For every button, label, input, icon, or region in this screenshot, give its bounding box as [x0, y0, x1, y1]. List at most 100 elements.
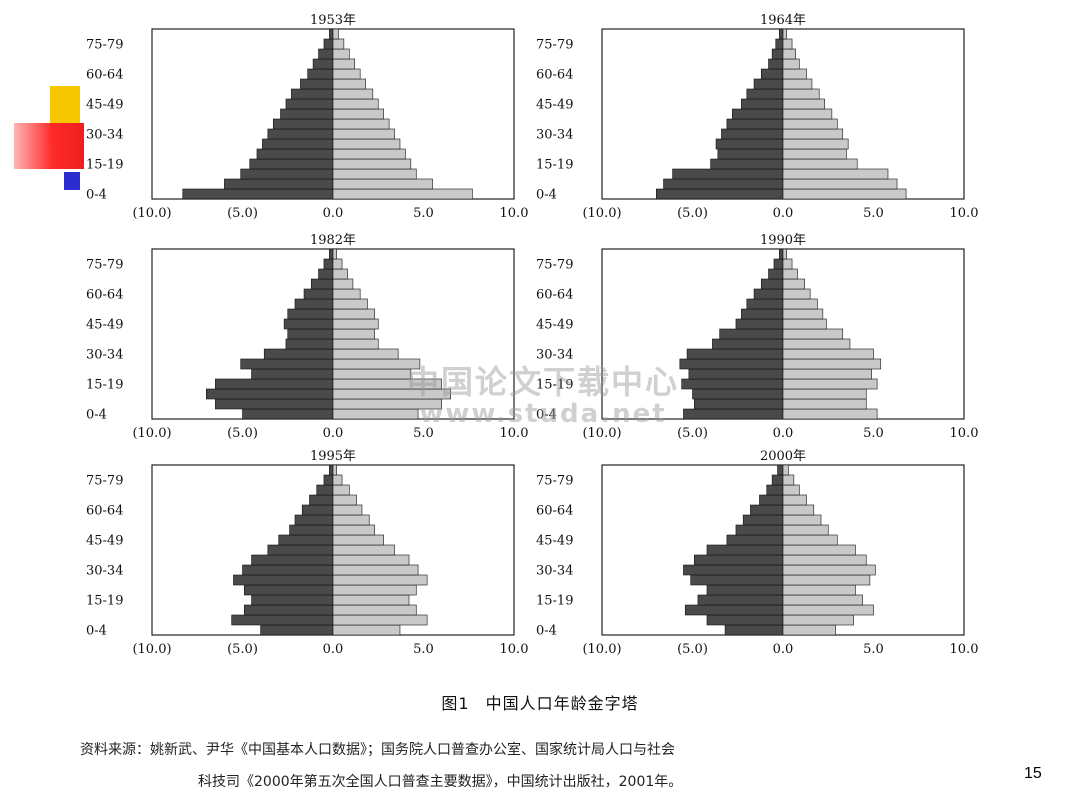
y-tick-label: 45-49 [86, 98, 123, 113]
bar-female-45-49 [332, 98, 379, 110]
x-tick-label: (10.0) [582, 206, 621, 221]
chart-title: 1964年 [760, 13, 806, 28]
bar-male-10-14 [244, 604, 334, 616]
bar-male-20-24 [244, 584, 334, 596]
bar-male-20-24 [256, 148, 334, 160]
y-tick-label: 75-79 [86, 38, 123, 53]
bar-male-55-59 [294, 514, 334, 526]
bar-male-15-19 [681, 378, 784, 390]
bar-female-5-9 [782, 614, 854, 626]
bar-female-40-44 [782, 544, 856, 556]
bar-female-5-9 [332, 614, 428, 626]
x-tick-label: (5.0) [227, 642, 258, 657]
bar-female-70-74 [782, 484, 800, 496]
bar-female-60-64 [782, 68, 807, 80]
bar-male-70-74 [771, 48, 784, 60]
bar-female-60-64 [782, 504, 815, 516]
chart-title: 2000年 [760, 449, 806, 464]
bar-male-0-4 [724, 624, 784, 636]
y-tick-label: 15-19 [86, 158, 123, 173]
bar-male-15-19 [710, 158, 784, 170]
y-tick-label: 30-34 [536, 348, 573, 363]
bar-male-30-34 [242, 564, 334, 576]
x-tick-label: 10.0 [950, 642, 979, 657]
y-tick-label: 15-19 [86, 378, 123, 393]
bar-female-40-44 [782, 328, 844, 340]
bar-male-75-79 [323, 474, 334, 486]
pyramid-chart-1964: 1964年 75-79 60-64 45-49 30-34 15-19 0-4 (10.0) (… [532, 8, 992, 233]
bar-female-65-69 [332, 278, 354, 290]
pyramid-svg: 1964年 75-79 60-64 45-49 30-34 15-19 0-4 (10.0) (… [536, 13, 978, 221]
bar-male-5-9 [706, 614, 784, 626]
bar-female-65-69 [332, 58, 356, 70]
x-tick-label: (5.0) [227, 206, 258, 221]
bar-male-65-69 [768, 58, 784, 70]
x-tick-label: 10.0 [500, 642, 529, 657]
bar-female-5-9 [782, 178, 898, 190]
bar-male-75-79 [323, 38, 334, 50]
bar-female-25-29 [782, 138, 849, 150]
bar-male-75-79 [775, 38, 784, 50]
bar-male-55-59 [746, 298, 784, 310]
bar-female-30-34 [332, 348, 399, 360]
y-tick-label: 0-4 [536, 624, 557, 639]
bar-female-20-24 [782, 584, 856, 596]
bar-female-60-64 [332, 68, 361, 80]
figure-label: 图1 [441, 694, 470, 713]
bar-female-40-44 [332, 108, 384, 120]
bar-female-50-54 [332, 308, 375, 320]
y-tick-label: 60-64 [536, 68, 573, 83]
bar-female-55-59 [782, 298, 818, 310]
bar-male-75-79 [771, 474, 784, 486]
bar-female-35-39 [782, 554, 867, 566]
y-tick-label: 15-19 [86, 594, 123, 609]
bar-male-35-39 [726, 118, 784, 130]
bar-female-55-59 [332, 78, 366, 90]
bar-male-80+ [779, 248, 784, 260]
bar-male-55-59 [742, 514, 784, 526]
bar-male-30-34 [683, 564, 784, 576]
bar-female-70-74 [332, 48, 350, 60]
bar-male-20-24 [688, 368, 784, 380]
bar-male-35-39 [712, 338, 784, 350]
chart-title: 1982年 [310, 233, 356, 248]
bar-female-50-54 [782, 308, 824, 320]
bar-male-25-29 [262, 138, 334, 150]
bar-male-0-4 [656, 188, 784, 200]
source-line-1: 资料来源：姚新武、尹华《中国基本人口数据》；国务院人口普查办公室、国家统计局人口… [80, 742, 675, 758]
bar-male-70-74 [318, 48, 334, 60]
y-tick-label: 45-49 [86, 318, 123, 333]
bar-male-65-69 [310, 278, 334, 290]
bar-female-40-44 [782, 108, 833, 120]
bar-female-45-49 [782, 534, 838, 546]
bar-male-25-29 [240, 358, 334, 370]
bar-female-20-24 [782, 368, 872, 380]
bar-female-15-19 [332, 594, 410, 606]
x-tick-label: 5.0 [413, 426, 434, 441]
bar-male-45-49 [726, 534, 784, 546]
x-tick-label: 10.0 [500, 426, 529, 441]
bar-male-10-14 [240, 168, 334, 180]
y-tick-label: 15-19 [536, 594, 573, 609]
bar-female-0-4 [332, 408, 419, 420]
y-tick-label: 75-79 [536, 258, 573, 273]
y-tick-label: 0-4 [86, 408, 107, 423]
bar-female-0-4 [782, 624, 836, 636]
source-line-2: 科技司《2000年第五次全国人口普查主要数据》，中国统计出版社，2001年。 [198, 774, 683, 790]
bar-male-35-39 [694, 554, 784, 566]
y-tick-label: 60-64 [86, 68, 123, 83]
bar-female-30-34 [782, 128, 844, 140]
bar-female-25-29 [782, 574, 871, 586]
x-tick-label: (10.0) [132, 426, 171, 441]
bar-male-70-74 [318, 268, 334, 280]
bar-female-5-9 [332, 398, 442, 410]
bar-female-70-74 [782, 48, 796, 60]
bar-female-0-4 [332, 188, 473, 200]
bar-female-35-39 [332, 554, 410, 566]
bar-male-15-19 [215, 378, 334, 390]
pyramid-svg: 1990年 75-79 60-64 45-49 30-34 15-19 0-4 (10.0) (… [536, 233, 978, 441]
bar-male-60-64 [753, 288, 784, 300]
bar-female-80+ [332, 248, 337, 260]
y-tick-label: 75-79 [536, 38, 573, 53]
y-tick-label: 60-64 [86, 288, 123, 303]
